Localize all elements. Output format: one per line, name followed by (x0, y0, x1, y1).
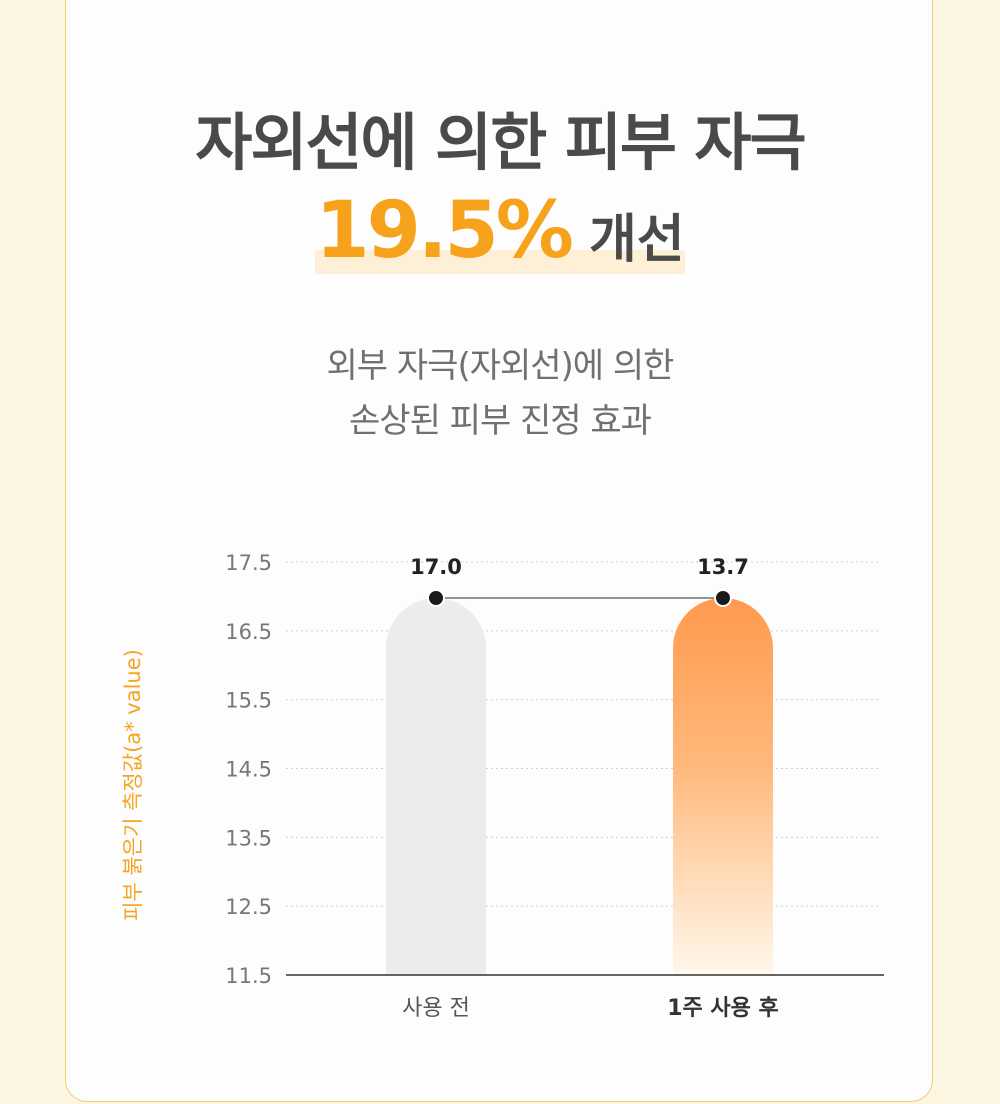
highlight-wrap: 19.5% 개선 (315, 186, 685, 276)
headline-title: 자외선에 의한 피부 자극 (195, 106, 806, 179)
y-tick-label: 13.5 (225, 826, 272, 850)
y-tick-label: 11.5 (225, 964, 272, 988)
highlight-word: 개선 (588, 210, 685, 270)
bar-0 (386, 598, 486, 975)
highlight-row: 19.5% 개선 (0, 186, 1000, 276)
data-label: 13.7 (697, 555, 749, 579)
y-tick-label: 17.5 (225, 551, 272, 575)
highlight-percent: 19.5% (315, 186, 574, 276)
data-point (427, 589, 445, 607)
subtitle-line-1: 외부 자극(자외선)에 의한 (326, 346, 675, 386)
x-tick-label: 사용 전 (402, 996, 470, 1021)
y-tick-label: 12.5 (225, 895, 272, 919)
y-tick-label: 16.5 (225, 620, 272, 644)
data-label: 17.0 (410, 555, 462, 579)
subtitle-line-2: 손상된 피부 진정 효과 (349, 401, 652, 441)
y-tick-label: 15.5 (225, 689, 272, 713)
highlight-underline (315, 250, 685, 274)
y-axis-label: 피부 붉은기 측정값(a* value) (121, 649, 145, 921)
content-card (65, 0, 933, 1102)
y-tick-label: 14.5 (225, 758, 272, 782)
data-point (714, 589, 732, 607)
x-tick-label: 1주 사용 후 (667, 996, 779, 1021)
bar-1 (673, 598, 773, 975)
